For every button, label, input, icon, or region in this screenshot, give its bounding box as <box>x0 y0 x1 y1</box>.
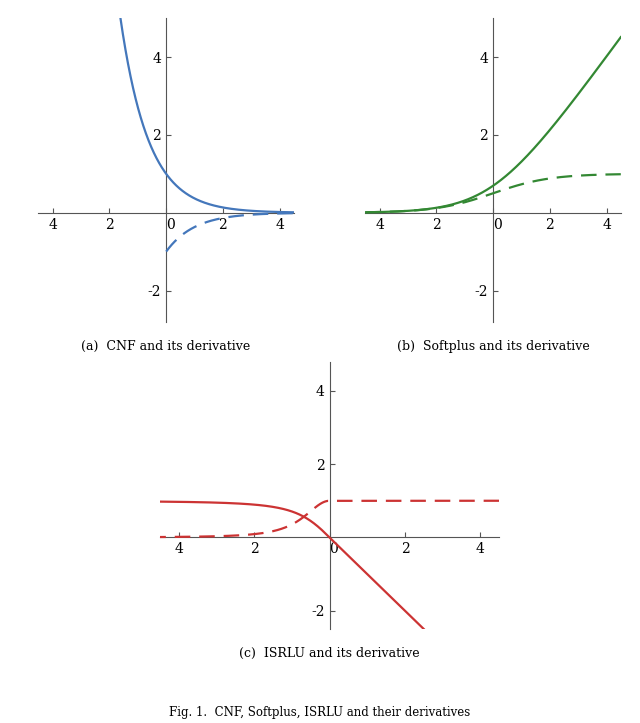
Text: (b)  Softplus and its derivative: (b) Softplus and its derivative <box>397 340 589 353</box>
Text: Fig. 1.  CNF, Softplus, ISRLU and their derivatives: Fig. 1. CNF, Softplus, ISRLU and their d… <box>170 706 470 719</box>
Text: (c)  ISRLU and its derivative: (c) ISRLU and its derivative <box>239 647 420 660</box>
Text: (a)  CNF and its derivative: (a) CNF and its derivative <box>81 340 251 353</box>
